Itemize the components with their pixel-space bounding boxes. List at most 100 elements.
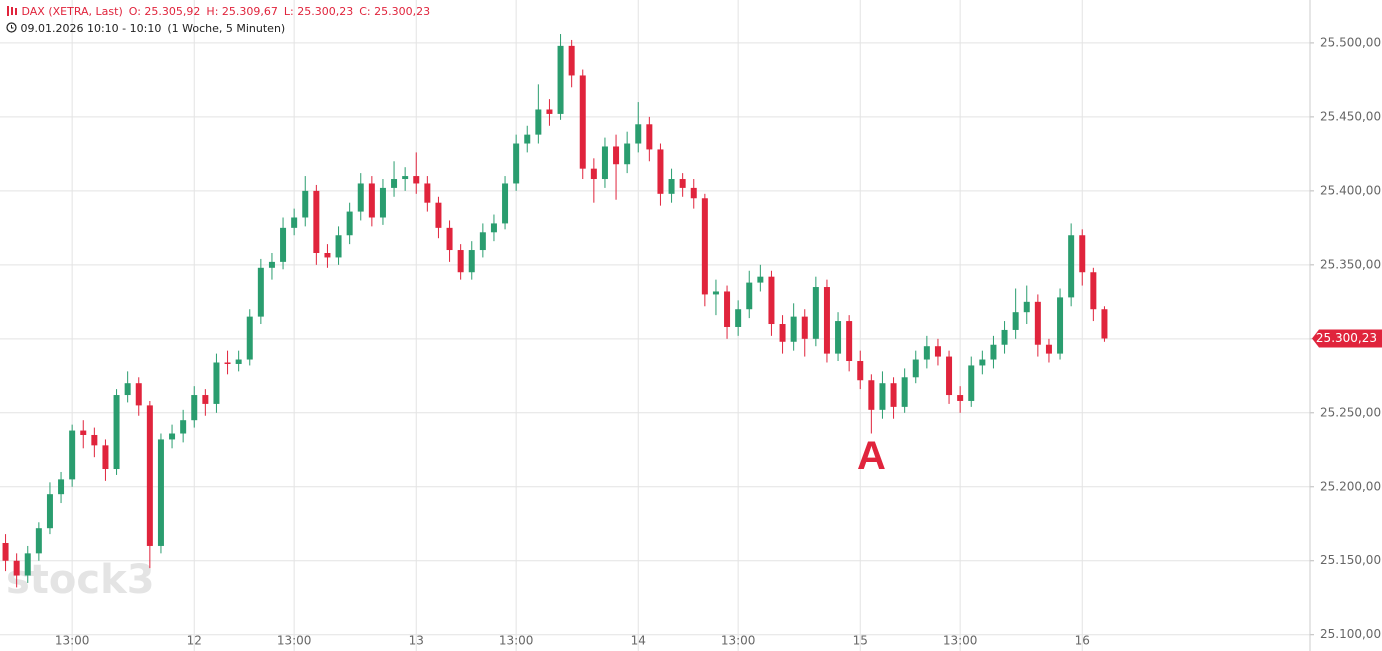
candle-body xyxy=(812,287,819,339)
candle-body xyxy=(979,359,986,366)
candle-body xyxy=(257,267,264,317)
clock-icon xyxy=(6,22,17,33)
open-value: O: 25.305,92 xyxy=(128,5,201,18)
x-tick-label: 16 xyxy=(1075,634,1090,648)
candle-body xyxy=(1057,297,1064,354)
candle-body xyxy=(490,223,497,233)
candle-body xyxy=(146,405,153,546)
candle-body xyxy=(124,383,131,396)
candle-body xyxy=(357,183,364,212)
candle-body xyxy=(846,321,853,362)
price-tag xyxy=(1312,329,1382,348)
candle-body xyxy=(91,434,98,446)
candle-body xyxy=(912,359,919,378)
candle-body xyxy=(446,227,453,251)
candle-body xyxy=(2,542,9,561)
y-tick-label: 25.450,00 xyxy=(1320,109,1381,123)
candle-body xyxy=(424,183,431,203)
candle-body xyxy=(1079,235,1086,273)
candle-body xyxy=(946,356,953,396)
candle-body xyxy=(457,250,464,273)
candle-body xyxy=(823,287,830,354)
candle-body xyxy=(502,183,509,224)
candle-body xyxy=(801,316,808,339)
candle-body xyxy=(113,395,120,470)
candle-body xyxy=(235,359,242,364)
title: DAX (XETRA, Last) xyxy=(21,5,123,18)
price-tag-label: 25.300,23 xyxy=(1316,331,1377,345)
candle-body xyxy=(835,321,842,354)
header-line: 09.01.2026 10:10 - 10:10 (1 Woche, 5 Minu… xyxy=(6,22,291,35)
candle-body xyxy=(1012,312,1019,330)
candle-body xyxy=(635,124,642,144)
low-value: L: 25.300,23 xyxy=(283,5,354,18)
x-tick-label: 12 xyxy=(187,634,202,648)
candle-body xyxy=(768,276,775,325)
candle-body xyxy=(391,179,398,188)
candle-body xyxy=(302,190,309,218)
candle-body xyxy=(479,232,486,251)
candle-body xyxy=(990,344,997,360)
candle-body xyxy=(1045,344,1052,354)
x-tick-label: 13:00 xyxy=(721,634,756,648)
candle-body xyxy=(35,528,42,554)
candle-body xyxy=(934,346,941,357)
y-tick-label: 25.150,00 xyxy=(1320,553,1381,567)
candle-body xyxy=(313,190,320,254)
candle-body xyxy=(1001,329,1008,345)
candle-body xyxy=(1101,309,1108,339)
candle-body xyxy=(868,380,875,410)
candle-body xyxy=(712,291,719,295)
candle-body xyxy=(213,362,220,404)
candle-body xyxy=(513,143,520,184)
candle-body xyxy=(58,479,65,495)
candle-body xyxy=(413,176,420,184)
candle-body xyxy=(468,250,475,273)
candle-body xyxy=(601,146,608,180)
candle-body xyxy=(191,395,198,421)
candle-body xyxy=(224,362,231,364)
y-tick-label: 25.350,00 xyxy=(1320,257,1381,271)
candle-body xyxy=(646,124,653,150)
candle-body xyxy=(746,282,753,310)
candle-body xyxy=(157,439,164,546)
candle-body xyxy=(679,179,686,188)
candle-body xyxy=(335,235,342,258)
x-tick-label: 15 xyxy=(853,634,868,648)
candle-body xyxy=(701,198,708,295)
x-tick-label: 14 xyxy=(631,634,646,648)
x-tick-label: 13:00 xyxy=(499,634,534,648)
candle-body xyxy=(879,383,886,410)
x-tick-label: 13:00 xyxy=(55,634,90,648)
candle-body xyxy=(246,316,253,360)
candle-body xyxy=(590,168,597,180)
candle-body xyxy=(169,433,176,440)
close-value: C: 25.300,23 xyxy=(359,5,431,18)
candle-body xyxy=(268,261,275,268)
x-tick-label: 13:00 xyxy=(943,634,978,648)
candle-body xyxy=(368,183,375,218)
y-tick-label: 25.250,00 xyxy=(1320,405,1381,419)
subtitle: 09.01.2026 10:10 - 10:10 xyxy=(20,22,162,35)
candle-body xyxy=(24,553,31,576)
candle-body xyxy=(1034,301,1041,345)
candle-body xyxy=(968,365,975,401)
candle-body xyxy=(657,149,664,194)
candle-body xyxy=(579,75,586,169)
candle-body xyxy=(557,45,564,114)
candle-body xyxy=(790,316,797,342)
x-tick-label: 13:00 xyxy=(277,634,312,648)
watermark: stock3 xyxy=(6,557,155,603)
candle-body xyxy=(1090,272,1097,310)
candle-body xyxy=(69,430,76,480)
candle-body xyxy=(13,560,20,576)
candle-body xyxy=(280,227,287,262)
candle-body xyxy=(180,420,187,434)
candle-body xyxy=(724,291,731,327)
y-tick-label: 25.500,00 xyxy=(1320,35,1381,49)
candle-body xyxy=(546,109,553,114)
candle-body xyxy=(46,494,53,529)
x-tick-label: 13 xyxy=(409,634,424,648)
